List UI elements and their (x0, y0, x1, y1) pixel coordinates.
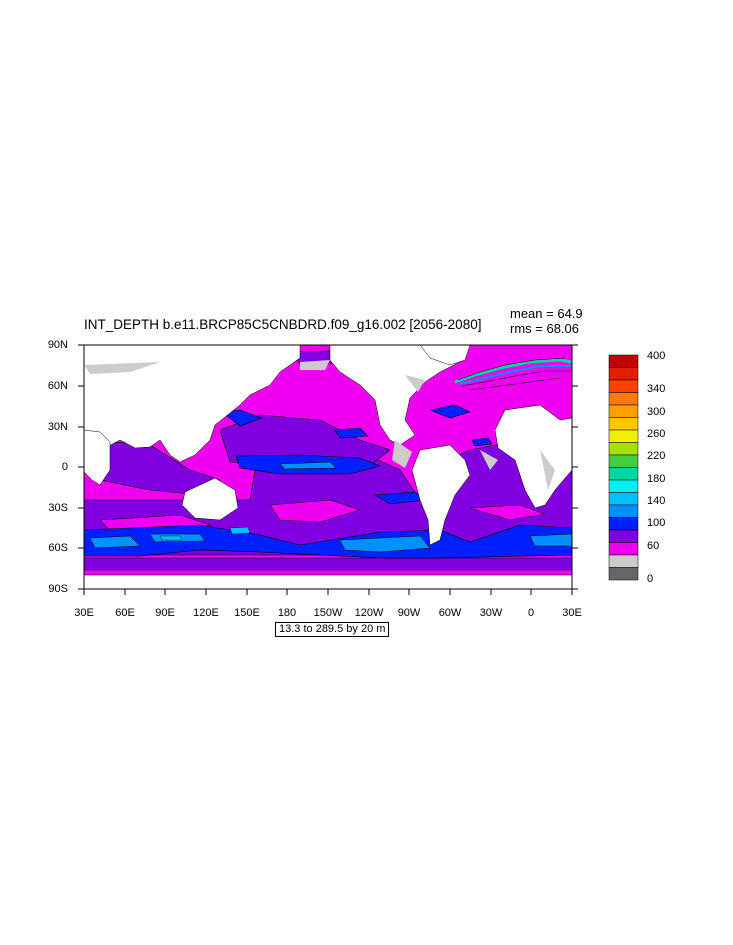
mean-label: mean = 64.9 (510, 306, 583, 321)
lon-label-180: 180 (277, 607, 297, 619)
plot-title: INT_DEPTH b.e11.BRCP85C5CNBDRD.f09_g16.0… (84, 317, 482, 332)
north-atlantic-contours (454, 357, 572, 391)
colorbar-swatch (608, 379, 639, 393)
lon-label-90w: 90W (397, 607, 421, 619)
colorbar-swatch (608, 442, 639, 456)
colorbar-swatch (608, 367, 639, 381)
colorbar-swatch (608, 567, 639, 581)
lon-ticks (83, 589, 573, 595)
lon-label-60e: 60E (115, 607, 135, 619)
lon-label-90e: 90E (155, 607, 175, 619)
colorbar-swatch (608, 429, 639, 443)
colorbar-swatch (608, 417, 639, 431)
colorbar-swatch (608, 467, 639, 481)
colorbar-label-400: 400 (647, 350, 666, 362)
lon-label-150e: 150E (234, 607, 260, 619)
colorbar-label-340: 340 (647, 383, 666, 395)
colorbar-label-60: 60 (647, 540, 660, 552)
blue-zones (84, 404, 572, 559)
colorbar-swatch (608, 517, 639, 531)
colorbar-swatch (608, 542, 639, 556)
lat-label-90s: 90S (48, 583, 68, 595)
stats-panel: mean = 64.9 rms = 68.06 (510, 306, 583, 336)
colorbar-swatch (608, 492, 639, 506)
colorbar-swatch (608, 404, 639, 418)
colorbar-label-180: 180 (647, 473, 666, 485)
contour-info-box: 13.3 to 289.5 by 20 m (275, 622, 390, 637)
lon-label-120e: 120E (193, 607, 219, 619)
map-field (84, 345, 572, 589)
land (84, 345, 572, 589)
colorbar-label-100: 100 (647, 517, 666, 529)
colorbar-label-140: 140 (647, 495, 666, 507)
colorbar-label-300: 300 (647, 406, 666, 418)
lon-label-60w: 60W (438, 607, 462, 619)
colorbar (608, 354, 639, 581)
colorbar-swatch (608, 504, 639, 518)
sea-ice (84, 360, 555, 490)
lon-label-30w: 30W (479, 607, 503, 619)
lat-label-90n: 90N (47, 339, 68, 351)
lon-label-150w: 150W (313, 607, 343, 619)
lon-label-30e-right: 30E (562, 607, 582, 619)
lat-label-30n: 30N (47, 421, 68, 433)
colorbar-swatch (608, 354, 639, 368)
lat-label-0: 0 (61, 461, 68, 473)
colorbar-label-260: 260 (647, 428, 666, 440)
lat-label-60s: 60S (48, 542, 68, 554)
lon-label-0: 0 (527, 607, 535, 619)
lat-label-30s: 30S (48, 502, 68, 514)
colorbar-swatch (608, 554, 639, 568)
lat-ticks (78, 344, 578, 590)
lat-label-60n: 60N (47, 380, 68, 392)
lon-label-30e: 30E (74, 607, 94, 619)
rms-label: rms = 68.06 (510, 321, 580, 336)
colorbar-swatch (608, 392, 639, 406)
colorbar-label-220: 220 (647, 450, 666, 462)
colorbar-swatch (608, 529, 639, 543)
colorbar-swatch (608, 479, 639, 493)
lon-label-120w: 120W (354, 607, 384, 619)
colorbar-label-0: 0 (647, 573, 654, 585)
colorbar-swatch (608, 454, 639, 468)
